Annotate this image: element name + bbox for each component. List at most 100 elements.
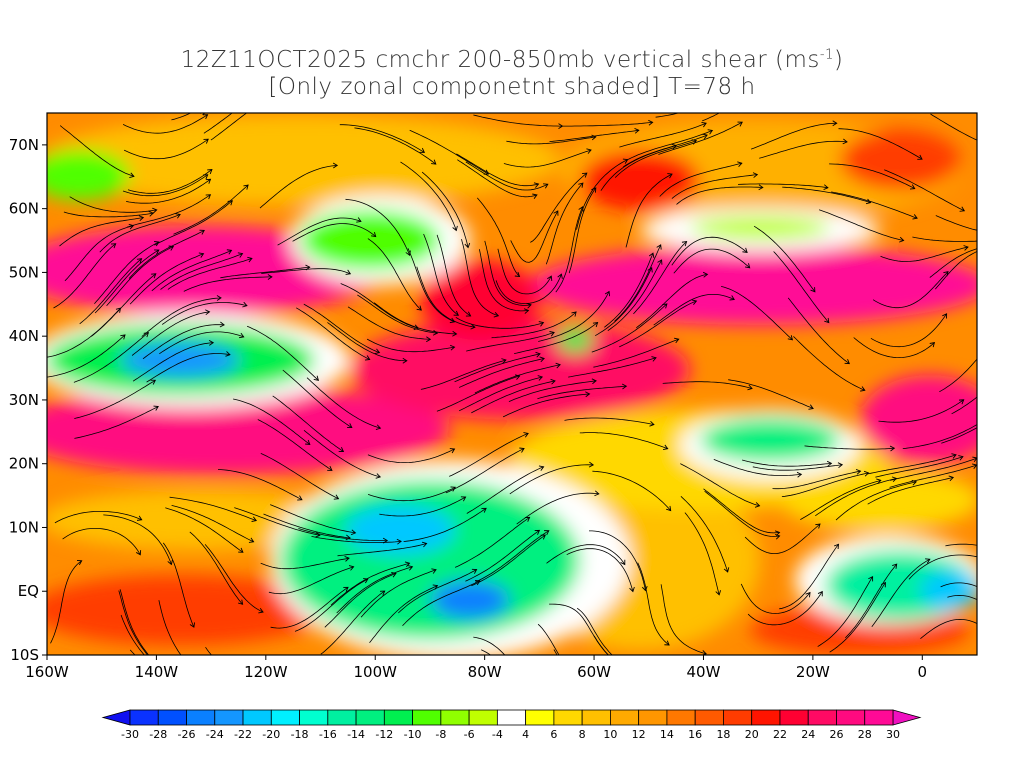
streamline <box>872 271 949 309</box>
streamline <box>167 258 253 290</box>
streamline <box>818 209 904 241</box>
streamline-arrow <box>662 303 668 309</box>
streamline-arrow <box>880 581 886 588</box>
streamline <box>403 507 487 542</box>
streamline <box>484 240 532 306</box>
streamline-arrow <box>216 295 222 301</box>
streamline-arrow <box>272 65 278 71</box>
streamline-arrow <box>207 168 213 175</box>
streamline <box>118 590 149 655</box>
streamline-arrow <box>237 599 244 605</box>
streamline <box>154 200 233 246</box>
streamline-arrow <box>202 174 209 180</box>
streamline-arrow <box>242 301 248 308</box>
streamline-arrow <box>208 339 215 346</box>
streamline-arrow <box>544 530 550 536</box>
streamline <box>829 163 915 189</box>
streamline <box>508 380 597 402</box>
streamline-arrow <box>752 172 759 178</box>
streamline-arrow <box>664 640 670 646</box>
streamline <box>461 239 499 317</box>
streamline-arrow <box>1008 148 1013 153</box>
streamline <box>553 649 558 655</box>
colorbar-low-arrow <box>101 709 131 726</box>
streamline-arrow <box>747 384 753 391</box>
streamline <box>497 248 552 295</box>
streamline <box>902 424 977 449</box>
streamline <box>684 512 720 595</box>
streamline <box>831 191 918 219</box>
colorbar-label: -4 <box>492 728 503 741</box>
colorbar-label: -24 <box>206 728 224 741</box>
colorbar-label: -12 <box>375 728 393 741</box>
streamline-arrow <box>533 692 539 698</box>
streamline <box>589 530 646 591</box>
colorbar-swatch <box>440 709 470 726</box>
lat-tick-label: EQ <box>18 582 39 600</box>
colorbar-swatch <box>327 709 357 726</box>
streamline-arrow <box>929 342 936 348</box>
streamline-arrow <box>449 448 456 454</box>
streamline <box>530 172 588 243</box>
streamline-arrow <box>608 655 614 661</box>
streamline <box>303 303 380 353</box>
streamline <box>537 385 627 400</box>
streamline-arrow <box>951 453 957 459</box>
streamline-arrow <box>344 556 350 562</box>
title-text: 12Z11OCT2025 cmchr 200-850mb vertical sh… <box>180 47 820 73</box>
streamline <box>595 267 653 337</box>
streamline-arrow <box>375 424 382 431</box>
streamline <box>69 196 157 213</box>
streamline <box>407 248 455 323</box>
colorbar-label: -14 <box>347 728 365 741</box>
streamline-arrow <box>202 114 209 120</box>
streamline <box>817 576 873 647</box>
streamline-arrow <box>481 507 487 513</box>
streamline <box>402 580 480 626</box>
streamline <box>53 243 116 309</box>
streamline <box>721 286 793 341</box>
colorbar-swatch <box>383 709 413 726</box>
streamline-arrow <box>808 404 814 410</box>
streamline-arrow <box>345 269 352 275</box>
streamline <box>929 248 977 278</box>
streamline-arrow <box>274 81 280 87</box>
lon-tick-label: 60W <box>577 663 611 681</box>
streamline <box>162 542 195 628</box>
streamline-arrow <box>701 122 707 128</box>
streamline-arrow <box>375 473 382 479</box>
streamline-arrow <box>651 356 657 362</box>
streamline-arrow <box>587 692 593 698</box>
streamline <box>50 560 82 644</box>
streamline <box>564 417 654 425</box>
streamline <box>853 337 935 359</box>
streamline <box>456 153 539 187</box>
streamline <box>126 178 211 204</box>
streamline-arrow <box>345 534 351 541</box>
colorbar-swatch <box>242 709 272 726</box>
colorbar-swatch <box>157 709 187 726</box>
streamline <box>122 114 208 134</box>
streamline <box>459 358 545 388</box>
streamline <box>202 113 206 115</box>
streamline-arrow <box>842 138 848 145</box>
streamline-arrow <box>338 447 345 452</box>
streamline <box>103 514 172 565</box>
streamline <box>568 187 597 274</box>
colorbar-label: -6 <box>464 728 475 741</box>
streamline <box>158 600 182 655</box>
streamline <box>106 246 174 307</box>
streamline <box>123 138 209 160</box>
colorbar-label: -30 <box>121 728 139 741</box>
streamline <box>627 130 713 161</box>
streamline-arrow <box>143 332 150 338</box>
streamline <box>94 241 159 304</box>
streamline <box>336 566 413 614</box>
streamline <box>454 353 541 383</box>
streamline <box>633 241 687 315</box>
streamline-arrow <box>787 335 794 341</box>
streamline <box>347 306 431 340</box>
streamline <box>126 194 211 228</box>
title-close-paren: ) <box>833 47 844 73</box>
